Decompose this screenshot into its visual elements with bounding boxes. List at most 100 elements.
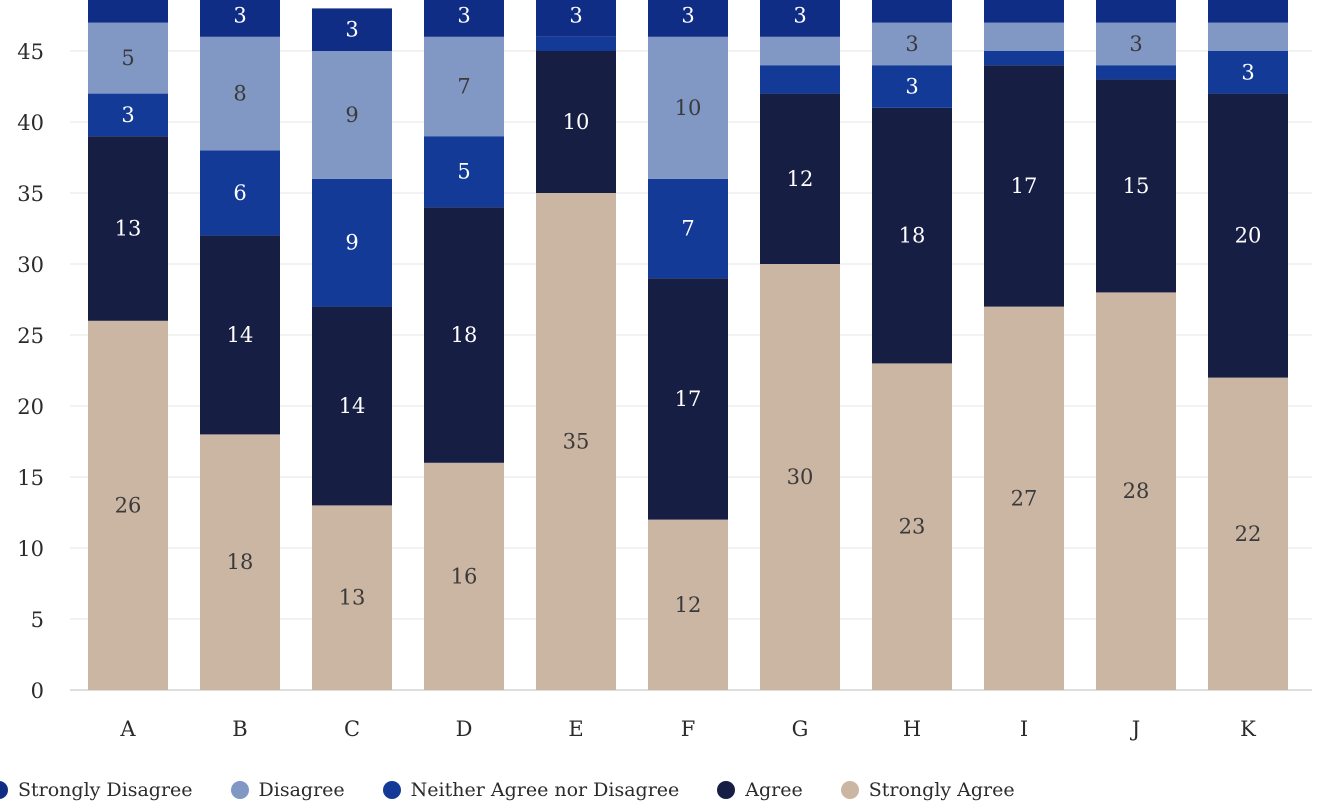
legend-item: Strongly Agree (840, 779, 1015, 801)
data-label: 28 (1123, 479, 1150, 503)
data-label: 30 (787, 465, 814, 489)
x-tick-label: F (681, 717, 696, 741)
bar-segment (984, 65, 1064, 307)
legend-item: Strongly Disagree (0, 779, 193, 801)
bar-segment (1096, 79, 1176, 293)
bar-segment (1096, 65, 1176, 80)
legend-item: Disagree (230, 779, 345, 801)
bar-segment (872, 22, 952, 66)
bar-segment (424, 36, 504, 137)
x-tick-label: I (1020, 717, 1028, 741)
data-label: 14 (227, 323, 254, 347)
bar-segment (872, 65, 952, 108)
data-label: 8 (233, 82, 246, 106)
data-label: 22 (1235, 522, 1262, 546)
bar-segment (760, 65, 840, 94)
bar-segment (760, 93, 840, 264)
y-tick-label: 5 (31, 608, 44, 632)
data-label: 18 (899, 224, 926, 248)
bar-segment (872, 363, 952, 690)
x-tick-label: H (903, 717, 921, 741)
bar-segment (200, 36, 280, 151)
stacked-bar-chart: 2613351814683131499316185733510312177103… (17, 0, 1312, 741)
bar-segment (88, 136, 168, 321)
x-tick-label: A (119, 717, 136, 741)
y-tick-label: 40 (17, 111, 44, 135)
bar-segment (760, 36, 840, 66)
legend-label: Neither Agree nor Disagree (410, 779, 680, 801)
bar-segment (424, 0, 504, 37)
x-tick-label: C (344, 717, 360, 741)
data-label: 5 (121, 46, 134, 70)
bar-segment (648, 278, 728, 520)
bar-segment (760, 0, 840, 37)
bar-segment (1208, 0, 1288, 23)
bar-segment (536, 193, 616, 690)
data-label: 10 (675, 96, 702, 120)
data-label: 3 (345, 18, 358, 42)
legend-item: Neither Agree nor Disagree (382, 779, 680, 801)
data-label: 7 (457, 75, 470, 99)
bar-segment (200, 0, 280, 37)
x-tick-label: E (568, 717, 583, 741)
bar-segment (648, 519, 728, 690)
bars (88, 0, 1288, 690)
legend-item: Agree (717, 779, 803, 801)
x-tick-label: J (1130, 717, 1140, 741)
bar-segment (200, 150, 280, 236)
x-tick-label: D (456, 717, 473, 741)
bar-segment (200, 434, 280, 690)
bar-segment (648, 178, 728, 279)
data-label: 26 (115, 493, 142, 517)
data-label: 6 (233, 181, 246, 205)
data-label: 3 (1241, 60, 1254, 84)
bar-segment (424, 462, 504, 690)
legend-label: Strongly Disagree (18, 779, 193, 801)
legend-label: Strongly Agree (868, 779, 1015, 801)
bar-segment (1208, 93, 1288, 378)
x-tick-label: G (792, 717, 809, 741)
bar-segment (424, 207, 504, 463)
data-label: 3 (233, 4, 246, 28)
data-labels: 2613351814683131499316185733510312177103… (115, 4, 1262, 617)
x-axis: A B C D E F G H I J K (119, 717, 1256, 741)
data-label: 7 (681, 217, 694, 241)
legend-swatch-icon (382, 781, 401, 799)
y-tick-label: 0 (31, 679, 44, 703)
x-tick-label: K (1240, 717, 1256, 741)
bar-segment (312, 51, 392, 179)
bar-segment (536, 51, 616, 193)
y-tick-label: 10 (17, 537, 44, 561)
data-label: 35 (563, 430, 590, 454)
bar-segment (1096, 22, 1176, 66)
data-label: 3 (121, 103, 134, 127)
bar-segment (1096, 0, 1176, 23)
data-label: 23 (899, 515, 926, 539)
data-label: 17 (675, 387, 702, 411)
y-tick-label: 20 (17, 395, 44, 419)
data-label: 12 (675, 593, 702, 617)
legend-label: Agree (745, 779, 803, 801)
y-tick-label: 35 (17, 182, 44, 206)
data-label: 14 (339, 394, 366, 418)
bar-segment (88, 93, 168, 137)
bar-segment (1208, 22, 1288, 51)
legend-swatch-icon (230, 781, 249, 799)
legend-swatch-icon (0, 781, 8, 799)
data-label: 13 (339, 586, 366, 610)
data-label: 13 (115, 217, 142, 241)
bar-segment (536, 36, 616, 51)
data-label: 12 (787, 167, 814, 191)
data-label: 5 (457, 160, 470, 184)
legend-swatch-icon (717, 781, 736, 799)
data-label: 10 (563, 110, 590, 134)
y-tick-label: 25 (17, 324, 44, 348)
data-label: 9 (345, 231, 358, 255)
legend-label: Disagree (258, 779, 345, 801)
bar-segment (536, 0, 616, 37)
data-label: 3 (457, 4, 470, 28)
bar-segment (984, 0, 1064, 23)
bar-segment (872, 107, 952, 364)
legend-swatch-icon (840, 781, 859, 799)
bar-segment (984, 22, 1064, 51)
